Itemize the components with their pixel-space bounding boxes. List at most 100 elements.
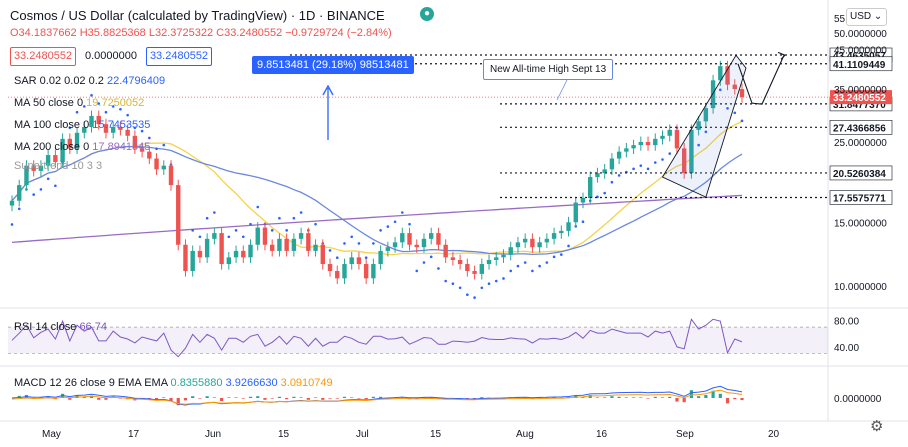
sar-dot [292,216,296,220]
sar-dot [393,220,397,224]
ath-callout[interactable]: New All-time High Sept 13 [483,59,614,80]
sar-dot [350,235,354,239]
sar-dot [119,107,122,111]
candle-body [103,124,109,133]
ma100-legend[interactable]: MA 100 close 0 15.7453535 [14,119,150,131]
level-tag [829,190,893,205]
sar-dot [133,126,137,130]
candle-body [168,165,174,186]
candle-body [660,135,665,139]
sar-dot [509,269,513,273]
sar-dot [538,264,541,268]
macd-hist-bar [241,398,245,399]
sar-dot [17,207,21,211]
sar-dot [429,255,433,259]
macd-hist-bar [371,396,375,398]
sar-dot [639,164,643,167]
x-tick-label: Sep [676,429,694,440]
chart-title: Cosmos / US Dollar (calculated by Tradin… [10,8,385,23]
sar-dot [335,256,339,260]
macd-hist-bar [104,398,108,400]
candle-body [284,238,289,251]
rsi-tick-label: 40.00 [834,343,859,354]
candle-body [588,177,593,199]
sar-dot [480,286,484,290]
macd-hist-bar [154,398,159,400]
candle-body [479,264,485,274]
sar-dot [733,111,737,115]
currency-select[interactable]: USD ⌄ [846,8,887,26]
candle-body [696,121,701,130]
macd-hist-bar [610,396,614,398]
rsi-tick-label: 80.00 [834,317,859,328]
macd-hist-bar [212,397,216,398]
level-tag [829,165,893,181]
candle-body [9,200,15,206]
level-label: 31.8477370 [833,100,886,111]
candle-body [298,233,304,239]
macd-hist-bar [357,398,361,399]
ma50-legend[interactable]: MA 50 close 0 19.7250052 [14,97,144,109]
candle-body [472,271,477,274]
candle-body [349,257,354,265]
candle-body [681,148,687,174]
candle-body [385,247,391,251]
macd-hist-bar [740,398,744,401]
macd-hist-bar [581,397,585,398]
candle-body [436,233,441,245]
candle-body [580,198,586,203]
candle-body [457,259,463,265]
y-tick-label: 50.0000000 [834,29,887,40]
macd-line [11,385,743,406]
macd-tick-label: 0.0000000 [834,394,882,405]
macd-hist-bar [306,398,310,400]
sar-dot [111,105,115,108]
rsi-legend[interactable]: RSI 14 close 66.74 [14,321,107,333]
projection-arrowhead [777,51,786,60]
rsi-label: RSI 14 close [14,321,77,333]
chevron-down-icon: ⌄ [873,11,883,22]
alert-icon[interactable]: ● [420,7,434,21]
buy-button[interactable]: 33.2480552 [146,47,212,66]
macd-hist-bar [624,397,628,398]
sar-legend[interactable]: SAR 0.02 0.02 0.2 22.4796409 [14,75,165,87]
x-tick-label: 17 [128,429,140,440]
candle-body [689,129,694,174]
sar-dot [523,261,527,264]
candle-body [219,233,224,265]
macd-hist-bar [227,397,231,398]
macd-hist-bar [263,398,267,400]
sar-dot [104,110,108,114]
gear-icon[interactable]: ⚙ [870,418,884,435]
sell-button[interactable]: 33.2480552 [10,47,76,66]
sar-dot [400,211,404,214]
currency-label: USD [850,11,872,22]
ma200-legend[interactable]: MA 200 close 0 17.8941545 [14,141,150,153]
sar-dot [314,222,317,226]
macd-hist-bar [465,398,469,399]
candle-body [176,185,181,245]
supertrend-legend[interactable]: Supertrend 10 3 3 [14,160,103,172]
macd-hist-bar [379,396,383,398]
sar-dot [205,216,209,220]
x-tick-label: May [42,429,61,440]
candle-body [183,244,188,272]
candle-body [371,264,376,279]
macd-hist-bar [248,396,253,398]
candle-body [60,138,65,163]
sar-dot [610,180,614,184]
ma200-label: MA 200 close 0 [14,141,90,153]
macd-legend[interactable]: MACD 12 26 close 9 EMA EMA 0.8355880 3.9… [14,377,333,389]
macd-hist-bar [234,397,238,398]
candle-body [212,233,217,239]
sar-dot [697,143,700,147]
macd-hist-bar [689,390,694,398]
macd-hist-bar [653,396,657,398]
sar-dot [249,222,252,226]
sar-dot [241,235,245,239]
measure-label[interactable]: 9.8513481 (29.18%) 98513481 [252,56,414,74]
measure-arrowhead [322,84,334,96]
macd-hist-bar [595,397,600,398]
candle-body [537,242,542,248]
